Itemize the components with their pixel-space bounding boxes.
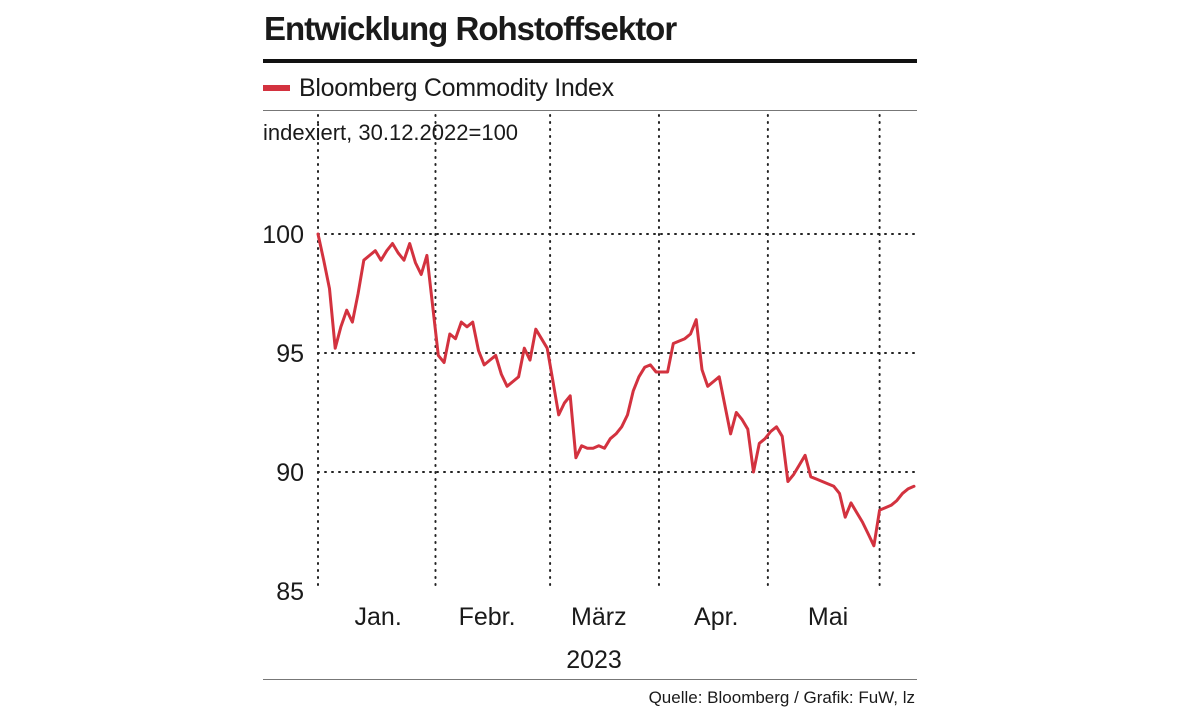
series-line-0: [316, 232, 916, 548]
x-tick-label: März: [571, 603, 627, 631]
chart-title: Entwicklung Rohstoffsektor: [264, 10, 677, 47]
y-tick-label: 90: [276, 459, 304, 487]
legend-rule: [263, 110, 917, 111]
x-tick-label: Jan.: [355, 603, 402, 631]
source-note: Quelle: Bloomberg / Grafik: FuW, lz: [648, 688, 915, 707]
vertical-gridlines: [317, 114, 881, 592]
x-axis-year-label: 2023: [566, 646, 622, 674]
y-tick-label: 85: [276, 578, 304, 606]
y-tick-label: 95: [276, 340, 304, 368]
legend-label: Bloomberg Commodity Index: [299, 73, 614, 102]
x-tick-label: Mai: [808, 603, 848, 631]
legend-swatch: [263, 85, 290, 91]
title-rule: [263, 59, 917, 63]
y-tick-label: 100: [262, 221, 304, 249]
legend: Bloomberg Commodity Index: [263, 72, 614, 104]
y-axis-label: indexiert, 30.12.2022=100: [263, 120, 518, 145]
x-tick-label: Febr.: [459, 603, 516, 631]
footer-rule: [263, 679, 917, 680]
horizontal-gridlines: [317, 233, 915, 473]
chart-marks: 85 90 95 100 Jan. Febr. März Apr. Mai: [262, 221, 916, 631]
x-tick-label: Apr.: [694, 603, 738, 631]
